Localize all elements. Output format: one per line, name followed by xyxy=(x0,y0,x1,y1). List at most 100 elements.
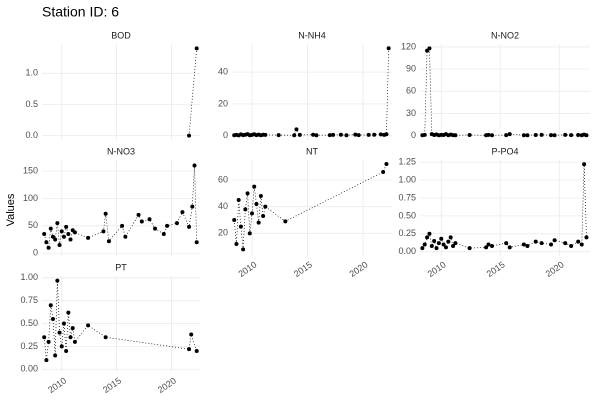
point xyxy=(579,242,584,247)
point xyxy=(533,132,538,137)
point xyxy=(533,239,538,244)
point xyxy=(48,303,53,308)
point xyxy=(386,46,391,51)
point xyxy=(53,237,58,242)
point xyxy=(42,232,47,237)
point xyxy=(46,339,51,344)
series-line xyxy=(233,163,387,250)
point xyxy=(504,133,509,138)
panel-title: P-PO4 xyxy=(491,146,518,156)
y-tick-label: 0.00 xyxy=(20,364,38,374)
point xyxy=(353,132,358,137)
y-tick-label: 20 xyxy=(218,228,228,238)
point xyxy=(338,132,343,137)
point xyxy=(123,234,128,239)
y-tick-label: 100 xyxy=(23,193,38,203)
point xyxy=(66,310,71,315)
point xyxy=(236,198,241,202)
point xyxy=(451,243,456,248)
point xyxy=(552,238,557,243)
point xyxy=(66,232,71,237)
point xyxy=(366,132,371,137)
series-line xyxy=(234,48,390,136)
point xyxy=(507,245,512,250)
point xyxy=(48,226,53,231)
point xyxy=(525,243,530,248)
point xyxy=(432,238,437,243)
point xyxy=(372,132,377,137)
point xyxy=(187,224,192,229)
point xyxy=(552,133,557,138)
point xyxy=(258,194,263,198)
point xyxy=(120,223,125,228)
y-tick-label: 0 xyxy=(33,248,38,258)
panel-title: N-NO3 xyxy=(107,146,135,156)
point xyxy=(344,133,349,138)
point xyxy=(256,220,261,225)
x-tick-label: 2010 xyxy=(236,259,258,279)
y-tick-label: 1.25 xyxy=(398,157,416,167)
point xyxy=(484,245,489,250)
point xyxy=(247,231,252,236)
point xyxy=(420,246,425,251)
point xyxy=(263,132,268,137)
point xyxy=(490,133,495,138)
point xyxy=(569,133,574,138)
y-tick-label: 120 xyxy=(401,41,416,51)
x-tick-label: 2015 xyxy=(292,259,314,279)
point xyxy=(584,133,589,138)
point xyxy=(44,358,49,363)
point xyxy=(241,247,246,252)
point xyxy=(180,210,185,215)
point xyxy=(59,344,64,349)
point xyxy=(44,240,49,245)
point xyxy=(64,224,69,229)
point xyxy=(46,245,51,250)
point xyxy=(294,127,299,132)
x-tick-label: 2010 xyxy=(46,375,68,395)
point xyxy=(525,133,530,138)
point xyxy=(194,240,199,245)
y-tick-label: 150 xyxy=(23,165,38,175)
point xyxy=(161,232,166,237)
point xyxy=(331,132,336,137)
point xyxy=(42,335,47,340)
point xyxy=(384,132,389,137)
point xyxy=(486,242,491,247)
point xyxy=(504,241,509,246)
point xyxy=(521,242,526,247)
point xyxy=(194,348,199,353)
y-tick-label: 1.00 xyxy=(398,174,416,184)
y-tick-label: 0.5 xyxy=(25,99,38,109)
point xyxy=(381,170,386,174)
point xyxy=(563,241,568,246)
point xyxy=(147,217,152,222)
point xyxy=(576,239,581,244)
point xyxy=(70,326,75,331)
point xyxy=(297,132,302,137)
point xyxy=(192,163,197,168)
point xyxy=(103,335,108,340)
x-tick-label: 2020 xyxy=(156,375,178,395)
x-tick-label: 2015 xyxy=(101,375,123,395)
point xyxy=(569,243,574,248)
point xyxy=(563,132,568,137)
point xyxy=(72,230,77,235)
y-tick-label: 60 xyxy=(406,86,416,96)
panel-title: PT xyxy=(115,262,127,272)
chart-title: Station ID: 6 xyxy=(42,4,119,20)
point xyxy=(68,237,73,242)
point xyxy=(429,243,434,248)
y-tick-label: 30 xyxy=(406,108,416,118)
point xyxy=(314,133,319,138)
point xyxy=(250,211,254,216)
y-tick-label: 1.00 xyxy=(20,272,38,282)
point xyxy=(311,132,316,137)
x-tick-label: 2020 xyxy=(544,259,566,279)
point xyxy=(243,207,248,212)
point xyxy=(57,243,62,248)
point xyxy=(153,226,158,231)
point xyxy=(234,242,239,246)
point xyxy=(86,235,91,240)
